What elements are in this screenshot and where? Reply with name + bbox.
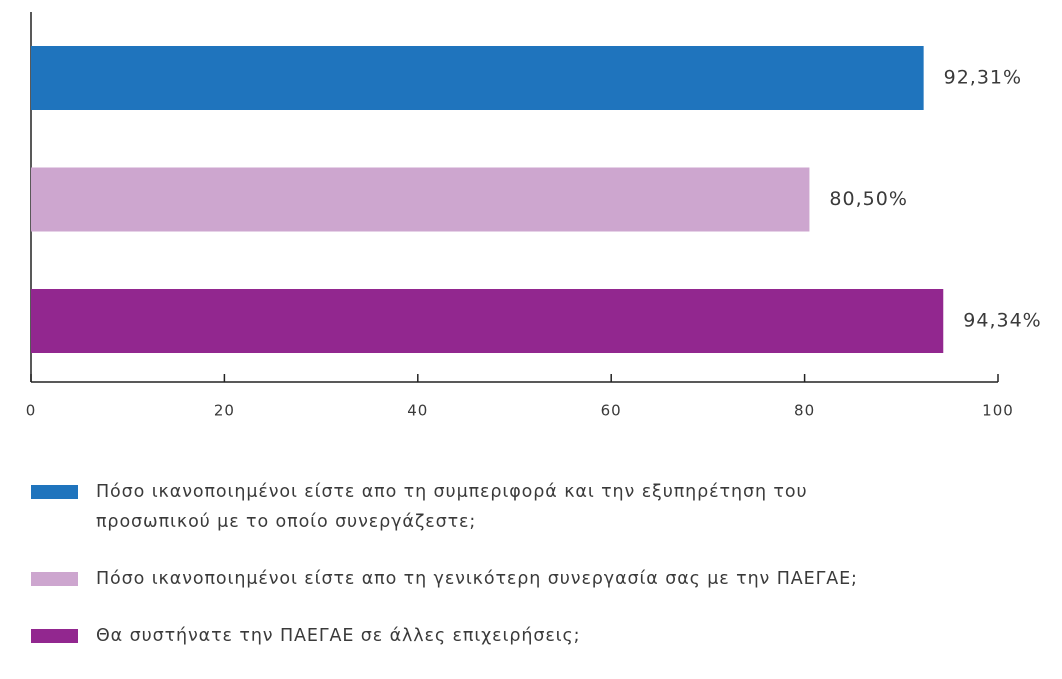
value-label: 92,31% [944, 67, 1022, 89]
bar [31, 167, 810, 232]
chart: 0 20 40 60 80 100 92,31% 80,50% 94,34% [26, 12, 1041, 420]
x-tick-label: 20 [214, 402, 235, 420]
legend-label: Πόσο ικανοποιημένοι είστε απο τη συμπερι… [96, 482, 808, 532]
legend-label: Πόσο ικανοποιημένοι είστε απο τη γενικότ… [96, 569, 858, 589]
x-tick-label: 100 [982, 402, 1014, 420]
x-tick-label: 60 [601, 402, 622, 420]
legend-item: Πόσο ικανοποιημένοι είστε απο τη συμπερι… [31, 478, 1051, 537]
value-label: 80,50% [829, 188, 907, 210]
legend-swatch [31, 485, 78, 499]
legend-label: Θα συστήνατε την ΠΑΕΓΑΕ σε άλλες επιχειρ… [96, 626, 581, 646]
bar [31, 289, 944, 353]
bar [31, 46, 924, 110]
legend-swatch [31, 629, 78, 643]
x-tick-label: 80 [794, 402, 815, 420]
legend-item: Πόσο ικανοποιημένοι είστε απο τη γενικότ… [31, 565, 1051, 594]
x-tick-label: 0 [26, 402, 37, 420]
legend-item: Θα συστήνατε την ΠΑΕΓΑΕ σε άλλες επιχειρ… [31, 622, 1051, 651]
x-tick-label: 40 [407, 402, 428, 420]
page: {"chart_data": {"type": "hbar", "series"… [25, 12, 1041, 646]
legend-swatch [31, 572, 78, 586]
legend: Πόσο ικανοποιημένοι είστε απο τη συμπερι… [31, 478, 1051, 679]
value-label: 94,34% [963, 310, 1041, 332]
